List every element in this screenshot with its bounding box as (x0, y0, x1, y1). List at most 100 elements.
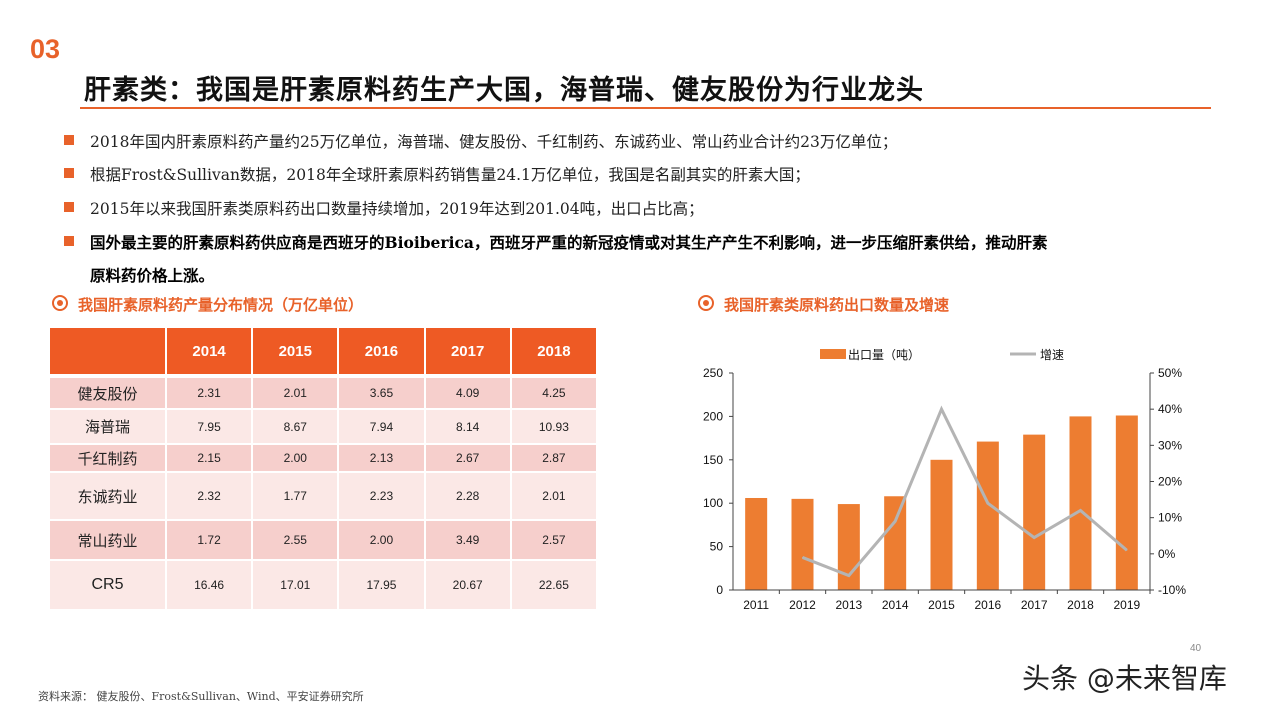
target-circle-icon (698, 295, 714, 311)
export-chart: 0 50 100 150 200 250 -10% 0% 10% 20% 30% 40% 50% 2011… (703, 348, 1186, 612)
table-cell: 17.95 (338, 560, 426, 611)
bar-2011 (745, 497, 768, 590)
left-tick-label: 0 (716, 583, 723, 597)
table-cell: 1.77 (252, 472, 340, 521)
legend-bar-swatch (820, 349, 846, 359)
bullet-text: 国外最主要的肝素原料药供应商是西班牙的Bioiberica，西班牙严重的新冠疫情… (90, 233, 1048, 252)
table-cell: 2.57 (510, 520, 599, 561)
x-tick-label: 2014 (882, 598, 909, 612)
table-cell: 8.14 (424, 409, 512, 445)
bullet-square-icon (64, 135, 74, 145)
target-circle-icon (52, 295, 68, 311)
table-cell: 22.65 (510, 560, 599, 611)
bullet-text: 2018年国内肝素原料药产量约25万亿单位，海普瑞、健友股份、千红制药、东诚药业… (90, 133, 898, 151)
bullet-square-icon (64, 236, 74, 246)
chart-heading-text: 我国肝素类原料药出口数量及增速 (724, 296, 950, 314)
bullet-square-icon (64, 202, 74, 212)
table-cell: 1.72 (166, 520, 254, 561)
table-cell: 2.13 (338, 444, 426, 473)
bar-2015 (930, 459, 953, 590)
x-tick-label: 2012 (789, 598, 816, 612)
table-row: 千红制药 2.15 2.00 2.13 2.67 2.87 (50, 444, 599, 473)
x-tick-label: 2015 (928, 598, 955, 612)
bar-2017 (1023, 434, 1046, 590)
right-tick-label: 10% (1158, 511, 1182, 525)
left-tick-label: 50 (710, 540, 724, 554)
row-label: 千红制药 (50, 444, 167, 473)
bullet-text: 根据Frost&Sullivan数据，2018年全球肝素原料药销售量24.1万亿… (90, 166, 810, 184)
table-cell: 16.46 (166, 560, 254, 611)
source-note: 资料来源： 健友股份、Frost&Sullivan、Wind、平安证券研究所 (38, 690, 364, 703)
table-cell: 7.94 (338, 409, 426, 445)
growth-point-2015 (941, 408, 942, 410)
bar-2012 (791, 498, 814, 590)
table-cell: 2.00 (252, 444, 340, 473)
legend-line-label: 增速 (1040, 348, 1064, 362)
x-tick-label: 2018 (1067, 598, 1094, 612)
right-tick-label: 30% (1158, 438, 1182, 452)
growth-point-2016 (987, 502, 989, 504)
section-number: 03 (30, 34, 61, 64)
x-tick-label: 2013 (835, 598, 862, 612)
table-cell: 2.23 (338, 472, 426, 521)
growth-point-2019 (1126, 549, 1128, 551)
table-cell: 20.67 (424, 560, 512, 611)
table-row: 常山药业 1.72 2.55 2.00 3.49 2.57 (50, 520, 599, 561)
x-tick-label: 2019 (1113, 598, 1140, 612)
right-tick-label: 50% (1158, 366, 1182, 380)
right-tick-label: 0% (1158, 547, 1176, 561)
growth-line (801, 405, 1128, 578)
header-cell: 2014 (166, 328, 254, 378)
bar-2018 (1069, 416, 1092, 590)
bullet-text: 2015年以来我国肝素类原料药出口数量持续增加，2019年达到201.04吨，出… (90, 200, 704, 218)
growth-point-2012 (802, 556, 803, 558)
table-cell: 2.28 (424, 472, 512, 521)
bar-2014 (884, 496, 907, 590)
table-cell: 2.55 (252, 520, 340, 561)
table-cell: 2.67 (424, 444, 512, 473)
growth-point-2014 (894, 520, 896, 522)
right-tick-label: 20% (1158, 475, 1182, 489)
row-label: CR5 (50, 560, 167, 611)
row-label: 东诚药业 (50, 472, 167, 521)
table-cell: 2.00 (338, 520, 426, 561)
title-divider (80, 107, 1211, 109)
row-label: 健友股份 (50, 376, 167, 410)
table-cell: 3.49 (424, 520, 512, 561)
table-cell: 2.01 (252, 376, 340, 410)
bullet-text: 原料药价格上涨。 (90, 266, 215, 285)
table-cell: 2.01 (510, 472, 599, 521)
legend-bar-label: 出口量（吨） (848, 348, 920, 362)
row-label: 海普瑞 (50, 409, 167, 445)
growth-point-2017 (1033, 537, 1035, 539)
header-cell (50, 328, 167, 378)
left-tick-label: 250 (703, 366, 723, 380)
production-table: 2014 2015 2016 2017 2018 健友股份 2.31 2.01 3.6… (50, 328, 599, 611)
bar-2019 (1115, 415, 1138, 590)
watermark: 头条 @未来智库 (1022, 662, 1227, 695)
left-tick-label: 100 (703, 496, 723, 510)
growth-point-2013 (848, 575, 850, 577)
x-tick-label: 2016 (974, 598, 1001, 612)
bullet-square-icon (64, 168, 74, 178)
table-cell: 10.93 (510, 409, 599, 445)
page-number: 40 (1190, 643, 1202, 654)
x-tick-label: 2017 (1021, 598, 1048, 612)
table-cell: 2.32 (166, 472, 254, 521)
growth-point-2018 (1080, 509, 1081, 511)
table-cell: 3.65 (338, 376, 426, 410)
table-cell: 17.01 (252, 560, 340, 611)
left-tick-label: 200 (703, 409, 723, 423)
table-header-row: 2014 2015 2016 2017 2018 (50, 328, 599, 378)
page-title: 肝素类：我国是肝素原料药生产大国，海普瑞、健友股份为行业龙头 (84, 75, 924, 106)
table-row: 东诚药业 2.32 1.77 2.23 2.28 2.01 (50, 472, 599, 521)
table-cell: 2.31 (166, 376, 254, 410)
table-heading-text: 我国肝素原料药产量分布情况（万亿单位） (78, 296, 364, 314)
left-tick-label: 150 (703, 453, 723, 467)
table-cell: 2.87 (510, 444, 599, 473)
header-cell: 2015 (252, 328, 340, 378)
table-row: CR5 16.46 17.01 17.95 20.67 22.65 (50, 560, 599, 611)
bar-2016 (976, 441, 999, 590)
table-row: 海普瑞 7.95 8.67 7.94 8.14 10.93 (50, 409, 599, 445)
table-cell: 2.15 (166, 444, 254, 473)
